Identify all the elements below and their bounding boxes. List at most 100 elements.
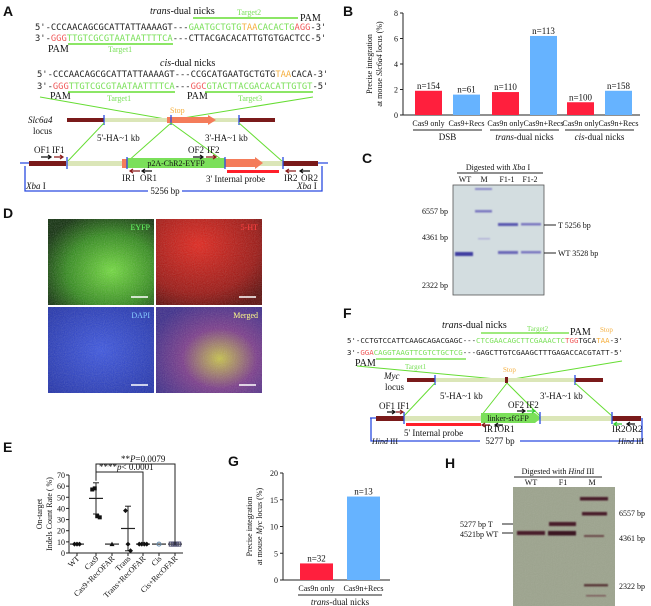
data-point [176, 541, 182, 547]
chart-g: 0 5 10 15 20 Precise integrationat mouse Myc … [245, 469, 390, 606]
image-5ht: 5-HT [156, 219, 262, 305]
y-label-line: On-target [35, 498, 44, 529]
data-point [128, 548, 133, 554]
sequence-segment: TGG [565, 336, 578, 345]
target1-label: Target1 [107, 94, 131, 103]
sequence-segment: -5' [312, 82, 328, 92]
target1-label: Target1 [108, 45, 132, 54]
locus-word: locus [33, 126, 52, 136]
y-tick-label: 4 [394, 60, 398, 69]
significance-label: **P=0.0079 [121, 454, 166, 464]
data-point [144, 541, 150, 547]
genomic-flank [612, 416, 641, 421]
category-label: Cas9 only [412, 119, 444, 128]
stop-site [505, 377, 508, 383]
bar-n-label: n=110 [494, 82, 517, 92]
bar [415, 90, 442, 115]
sequence-segment: GGG [53, 82, 69, 92]
y-axis-label: Precise integrationat mouse Myc locus (%… [245, 488, 264, 566]
panel-label-a: A [3, 3, 13, 19]
label-part: **** [99, 462, 118, 472]
gel-c-title: Digested with Xba I [466, 163, 531, 172]
y-tick-label: 6 [394, 35, 398, 44]
lane-label: M [480, 175, 487, 184]
genomic-flank [67, 118, 104, 122]
sequence-segment: GGA [360, 348, 374, 357]
y-tick-label: 30 [57, 516, 65, 525]
panel-f: F trans-dual nicks Target2 PAM Stop 5'-C… [343, 305, 644, 446]
data-point [77, 541, 82, 547]
lane-label: WT [525, 478, 538, 487]
label-part: p [116, 462, 122, 472]
band-label: T 5256 bp [558, 221, 591, 230]
pam-label: PAM [570, 327, 591, 338]
marker-label: 2322 bp [619, 582, 645, 591]
genomic-flank [283, 161, 318, 166]
restriction-bracket [370, 418, 643, 442]
pam-label: PAM [187, 91, 208, 102]
cassette-box [127, 158, 225, 168]
data-point [125, 541, 131, 547]
sequence-segment: CACACTG [257, 23, 294, 33]
panel-a: A trans-dual nicks Target2 PAM 5'-CCCAAC… [3, 3, 328, 196]
cassette-box [481, 413, 541, 423]
enzyme-right: Xba I [296, 181, 317, 191]
data-point [156, 541, 162, 547]
y-label-line: Precise integration [245, 497, 254, 557]
category-label: Cas9n only [298, 584, 334, 593]
image-eyfp: EYFP [48, 219, 154, 305]
image-label: Merged [233, 311, 258, 320]
target2-label: Target2 [527, 325, 549, 333]
data-point [92, 486, 97, 491]
y-label-part: locus (%) [255, 488, 264, 521]
sequence-segment: TTGTCGCGTAATAATTTTCA [69, 82, 176, 92]
y-axis-label: Precise integrationat mouse Slc6a4 locus… [365, 21, 384, 107]
category-label: Cas9+Recs [448, 119, 484, 128]
lane-label: F1-2 [522, 175, 537, 184]
locus-word: locus [385, 382, 404, 392]
target2-label: Target2 [237, 8, 261, 17]
y-tick-label: 10 [270, 523, 278, 532]
bar [347, 496, 380, 580]
genomic-flank [29, 161, 66, 166]
ha5-label: 5'-HA~1 kb [97, 133, 140, 143]
target3-label: Target3 [238, 94, 262, 103]
fragment-size: 5256 bp [150, 186, 180, 196]
label-part: < 0.0001 [122, 462, 154, 472]
bar [492, 92, 519, 115]
bar-n-label: n=113 [532, 26, 555, 36]
primer-of1: OF1 [34, 145, 50, 155]
enzyme-left: Hind III [371, 437, 398, 446]
sequence-segment: CTCGAACAGCTTCGAAACTC [476, 336, 565, 345]
sequence-segment: CACA-3' [291, 70, 328, 80]
panel-label-d: D [3, 205, 13, 221]
lane-label: M [588, 478, 595, 487]
primer-of1-if1: OF1 IF1 [379, 401, 410, 411]
gene-segment [122, 159, 128, 168]
group-label: trans-dual nicks [495, 132, 554, 142]
y-tick-label: 60 [57, 482, 65, 491]
group-label: cis-dual nicks [575, 132, 625, 142]
y-tick-label: 10 [57, 538, 65, 547]
myc-seq-top: 5'-CCTGTCCATTCAAGCAGACGAGC---CTCGAACAGCT… [347, 336, 623, 345]
sequence-segment: GAATGCTGTG [189, 23, 242, 33]
primer-ir1: IR1 [122, 173, 136, 183]
lane-label: WT [459, 175, 472, 184]
locus-gene: Myc [383, 371, 400, 381]
bar [567, 102, 594, 115]
data-point [95, 514, 100, 519]
group-label: trans-dual nicks [311, 597, 370, 606]
sequence-segment: -3' [310, 23, 326, 33]
category-label: Cas9n only [487, 119, 523, 128]
label-part: -dual nicks [514, 132, 554, 142]
y-label-part: at mouse [255, 534, 264, 565]
panel-d: D EYFP 5-HT DAPI Merged [3, 205, 262, 393]
image-dapi: DAPI [48, 307, 154, 393]
category-label: Cas9n only [562, 119, 598, 128]
trans-seq-bottom: 3'-GGGTTGTCGCGTAATAATTTTCA---CTTACGACACA… [35, 34, 326, 44]
panel-b: B 0 2 4 6 8 Precise integrationat mouse Slc6a… [343, 3, 640, 142]
label-part: ** [121, 454, 131, 464]
y-tick-label: 0 [274, 576, 278, 585]
y-label-part: Myc [255, 520, 264, 535]
gel-c [452, 184, 545, 296]
